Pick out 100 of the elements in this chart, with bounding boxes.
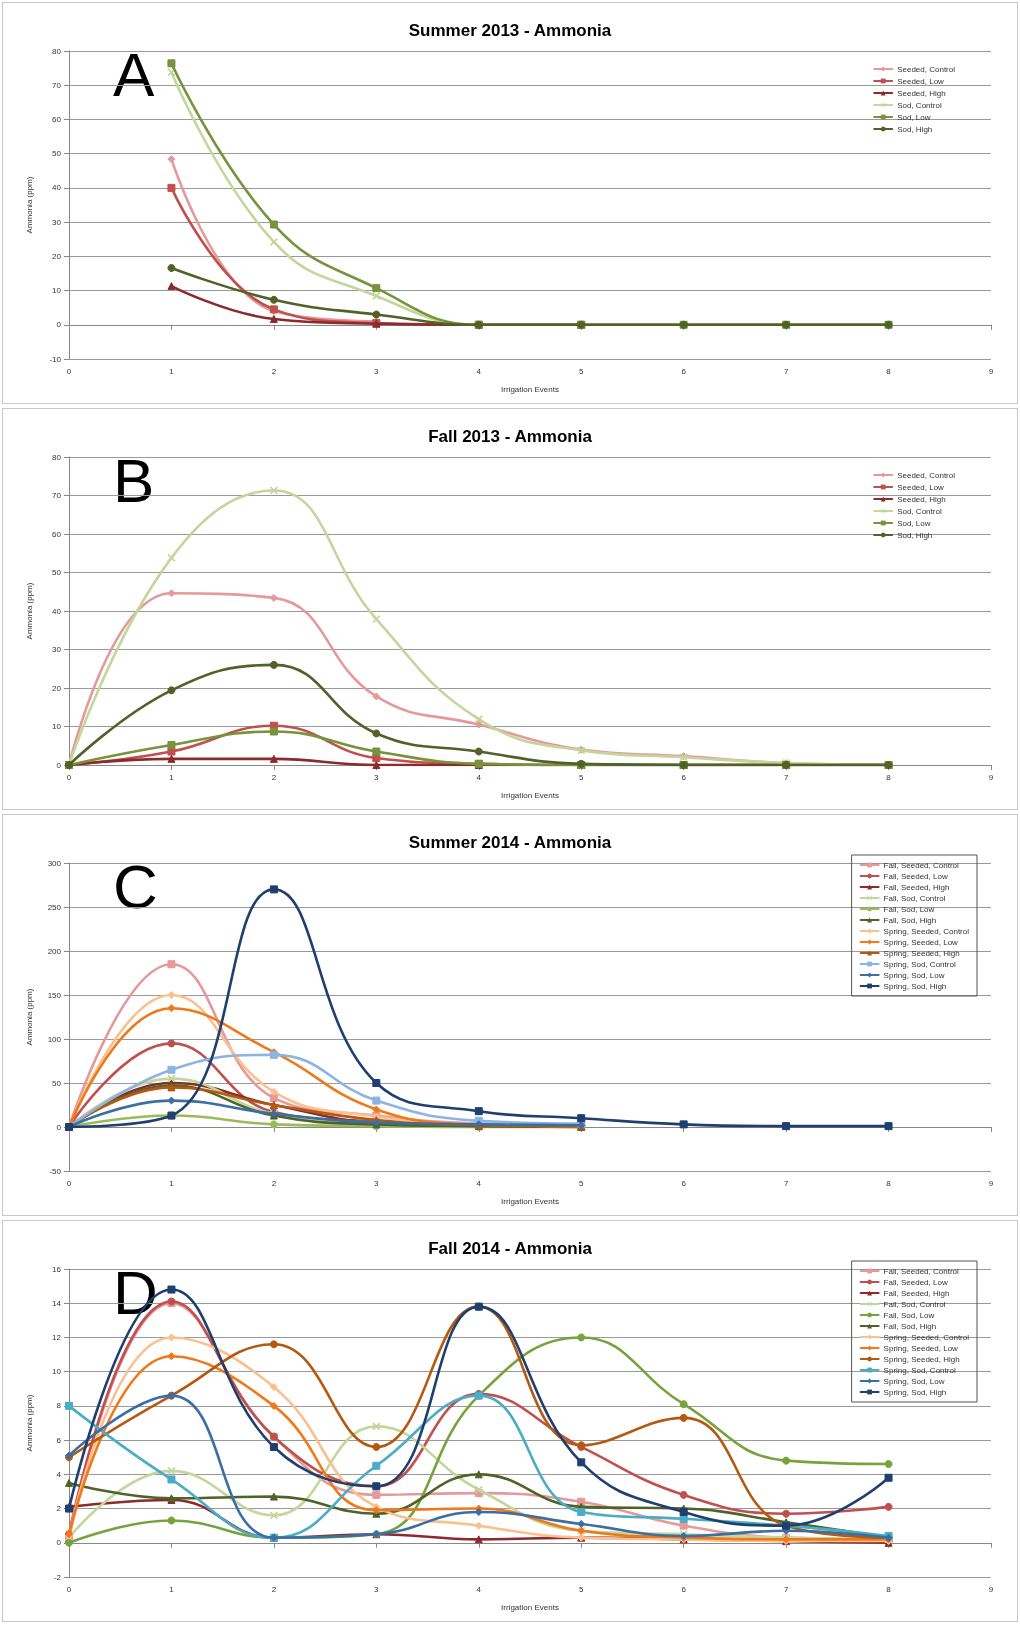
x-tick-label: 5 <box>579 772 584 782</box>
legend-label: Sod, Control <box>897 506 942 516</box>
y-tick-label: 6 <box>56 1435 62 1445</box>
y-tick-label: 70 <box>52 80 62 90</box>
x-tick-label: 2 <box>271 772 277 782</box>
chart-title: Summer 2014 - Ammonia <box>408 833 612 852</box>
x-tick-label: 8 <box>886 1584 892 1594</box>
legend-label: Seeded, Control <box>897 64 956 74</box>
y-tick-label: 50 <box>52 568 62 577</box>
legend-label: Seeded, High <box>897 494 946 504</box>
x-tick-label: 2 <box>271 366 277 376</box>
y-tick-label: 14 <box>52 1298 62 1308</box>
y-tick-label: 20 <box>52 683 62 693</box>
y-axis-title: Ammonia (ppm) <box>24 582 34 640</box>
y-tick-label: 50 <box>52 1078 62 1088</box>
y-tick-label: -50 <box>49 1166 62 1176</box>
legend-label: Sod, High <box>897 124 933 134</box>
x-tick-label: 3 <box>374 366 380 376</box>
x-tick-label: 2 <box>271 1178 277 1188</box>
x-tick-label: 0 <box>66 1584 72 1594</box>
legend-label: Fall, Seeded, Control <box>883 860 959 870</box>
y-tick-label: 70 <box>52 491 62 500</box>
x-tick-label: 2 <box>271 1584 277 1594</box>
legend-label: Fall, Sod, Control <box>883 893 946 903</box>
legend-label: Spring, Seeded, High <box>883 948 960 958</box>
x-tick-label: 9 <box>988 366 994 376</box>
y-tick-label: 300 <box>47 858 62 868</box>
legend-label: Fall, Seeded, Control <box>883 1266 959 1276</box>
x-tick-label: 3 <box>374 1584 380 1594</box>
legend-label: Fall, Sod, High <box>883 915 937 925</box>
chart-title: Summer 2013 - Ammonia <box>408 21 612 40</box>
legend-label: Spring, Sod, Low <box>883 1376 945 1386</box>
x-axis-title: Irrigation Events <box>501 790 559 800</box>
x-tick-label: 8 <box>886 366 892 376</box>
legend-label: Spring, Seeded, Low <box>883 937 959 947</box>
legend-label: Seeded, Low <box>897 482 945 492</box>
y-tick-label: 10 <box>52 1367 62 1377</box>
y-tick-label: 30 <box>52 645 62 654</box>
x-tick-label: 6 <box>681 1178 687 1188</box>
legend-label: Spring, Seeded, High <box>883 1354 960 1364</box>
y-tick-label: 0 <box>56 1538 62 1548</box>
x-axis-title: Irrigation Events <box>501 1196 559 1206</box>
y-tick-label: 2 <box>56 1504 62 1514</box>
x-tick-label: 3 <box>374 1178 380 1188</box>
x-tick-label: 6 <box>681 772 687 782</box>
y-tick-label: 8 <box>56 1401 62 1411</box>
x-tick-label: 6 <box>681 1584 687 1594</box>
legend-label: Spring, Seeded, Control <box>883 926 970 936</box>
x-tick-label: 8 <box>886 772 892 782</box>
x-tick-label: 1 <box>169 366 175 376</box>
legend-label: Sod, Control <box>897 100 942 110</box>
y-tick-label: 12 <box>52 1332 62 1342</box>
y-tick-label: 0 <box>56 760 62 770</box>
x-tick-label: 4 <box>476 1584 482 1594</box>
chart-title: Fall 2014 - Ammonia <box>428 1239 593 1258</box>
legend-label: Fall, Sod, Low <box>883 1310 935 1320</box>
x-tick-label: 0 <box>66 772 72 782</box>
x-tick-label: 9 <box>988 772 994 782</box>
y-axis-title: Ammonia (ppm) <box>24 176 34 234</box>
y-tick-label: 0 <box>56 320 62 330</box>
chart-title: Fall 2013 - Ammonia <box>428 427 593 446</box>
legend-label: Spring, Sod, Control <box>883 959 956 969</box>
x-tick-label: 7 <box>783 1178 789 1188</box>
legend-label: Spring, Seeded, Low <box>883 1343 959 1353</box>
x-tick-label: 1 <box>169 772 175 782</box>
legend-label: Fall, Sod, High <box>883 1321 937 1331</box>
x-tick-label: 5 <box>579 1584 584 1594</box>
legend-label: Fall, Sod, Low <box>883 904 935 914</box>
y-tick-label: 20 <box>52 251 62 261</box>
x-tick-label: 4 <box>476 772 482 782</box>
x-tick-label: 0 <box>66 366 72 376</box>
legend-label: Spring, Sod, High <box>883 981 947 991</box>
y-tick-label: 250 <box>47 902 62 912</box>
y-tick-label: -10 <box>49 354 62 364</box>
legend-label: Fall, Sod, Control <box>883 1299 946 1309</box>
y-tick-label: -2 <box>53 1572 62 1582</box>
y-tick-label: 4 <box>56 1469 62 1479</box>
y-tick-label: 10 <box>52 286 62 296</box>
y-tick-label: 60 <box>52 114 62 124</box>
y-axis-title: Ammonia (ppm) <box>24 988 34 1046</box>
x-tick-label: 9 <box>988 1178 994 1188</box>
legend-label: Sod, High <box>897 530 933 540</box>
x-axis-title: Irrigation Events <box>501 1602 559 1612</box>
y-tick-label: 60 <box>52 529 62 539</box>
legend-label: Spring, Seeded, Control <box>883 1332 970 1342</box>
x-tick-label: 0 <box>66 1178 72 1188</box>
y-tick-label: 0 <box>56 1122 62 1132</box>
x-tick-label: 7 <box>783 772 789 782</box>
y-tick-label: 200 <box>47 946 62 956</box>
x-tick-label: 8 <box>886 1178 892 1188</box>
x-tick-label: 6 <box>681 366 687 376</box>
x-tick-label: 1 <box>169 1178 175 1188</box>
x-tick-label: 1 <box>169 1584 175 1594</box>
legend-label: Fall, Seeded, Low <box>883 871 948 881</box>
y-tick-label: 30 <box>52 217 62 227</box>
x-tick-label: 5 <box>579 1178 584 1188</box>
legend-label: Fall, Seeded, Low <box>883 1277 948 1287</box>
x-tick-label: 5 <box>579 366 584 376</box>
annotation: B <box>113 445 155 515</box>
x-tick-label: 4 <box>476 366 482 376</box>
